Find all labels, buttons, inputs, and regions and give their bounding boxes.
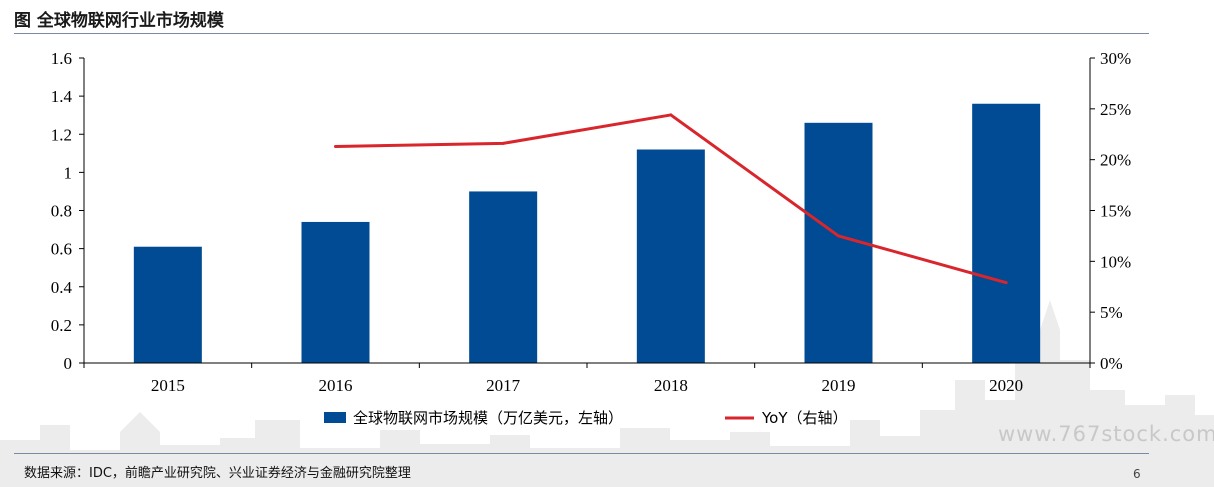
yoy-point-2017	[501, 141, 505, 145]
bar-2015	[133, 246, 202, 363]
right-axis-tick-labels: 0% 5% 10% 15% 20% 25% 30%	[1100, 49, 1131, 373]
x-tick-label: 2017	[486, 376, 521, 395]
left-tick-label: 0.4	[51, 278, 73, 297]
right-tick-label: 10%	[1100, 252, 1131, 271]
left-tick-label: 0.2	[51, 316, 72, 335]
chart-legend: 全球物联网市场规模（万亿美元，左轴） YoY（右轴）	[324, 409, 848, 427]
footer-divider	[14, 453, 1149, 454]
x-tick-label: 2020	[989, 376, 1023, 395]
right-tick-label: 25%	[1100, 100, 1131, 119]
figure-title: 图 全球物联网行业市场规模	[14, 11, 224, 31]
left-tick-label: 1	[64, 163, 73, 182]
bar-2016	[301, 221, 370, 363]
right-tick-label: 30%	[1100, 49, 1131, 68]
left-tick-label: 1.6	[51, 49, 72, 68]
yoy-point-2020	[1004, 281, 1008, 285]
left-tick-label: 1.4	[51, 87, 73, 106]
right-tick-label: 5%	[1100, 303, 1123, 322]
left-axis-tick-labels: 0 0.2 0.4 0.6 0.8 1 1.2 1.4 1.6	[51, 49, 73, 373]
watermark-text: www.767stock.com	[998, 422, 1214, 446]
left-tick-label: 0.6	[51, 240, 72, 259]
yoy-point-2018	[669, 113, 673, 117]
right-tick-label: 15%	[1100, 202, 1131, 221]
title-divider	[14, 33, 1149, 34]
x-tick-label: 2015	[151, 376, 185, 395]
yoy-point-2019	[837, 234, 840, 238]
x-axis-tick-labels: 2015 2016 2017 2018 2019 2020	[151, 376, 1023, 395]
left-tick-label: 0.8	[51, 202, 72, 221]
bar-series	[133, 103, 1041, 363]
legend-bar-swatch	[324, 412, 346, 423]
right-tick-label: 20%	[1100, 151, 1131, 170]
page-number: 6	[1133, 467, 1141, 481]
chart-axes	[79, 57, 1095, 368]
right-tick-label: 0%	[1100, 354, 1123, 373]
legend-bar-label: 全球物联网市场规模（万亿美元，左轴）	[353, 409, 623, 427]
x-tick-label: 2018	[654, 376, 688, 395]
x-tick-label: 2019	[822, 376, 856, 395]
bar-2018	[636, 149, 705, 363]
yoy-line-series	[334, 113, 1008, 285]
bar-2017	[469, 191, 538, 363]
left-tick-label: 1.2	[51, 125, 72, 144]
x-tick-label: 2016	[319, 376, 353, 395]
data-source-note: 数据来源：IDC，前瞻产业研究院、兴业证券经济与金融研究院整理	[24, 466, 411, 481]
yoy-point-2016	[334, 144, 337, 148]
left-tick-label: 0	[64, 354, 73, 373]
legend-line-label: YoY（右轴）	[761, 409, 848, 427]
bar-2020	[972, 103, 1041, 363]
